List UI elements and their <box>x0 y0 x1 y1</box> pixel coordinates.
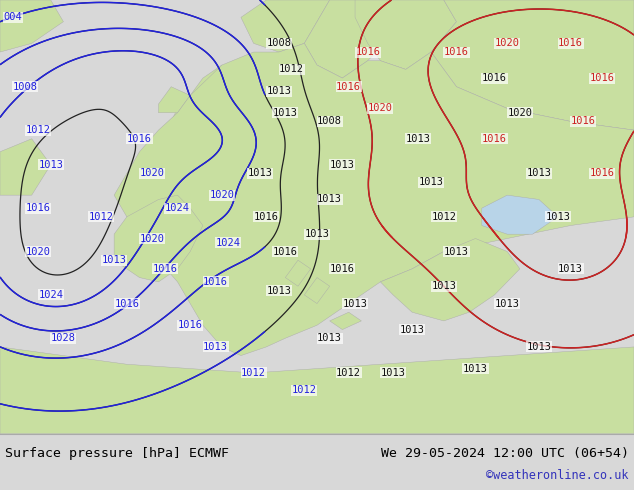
Text: 1013: 1013 <box>38 160 63 170</box>
Text: 1008: 1008 <box>317 117 342 126</box>
Text: 1016: 1016 <box>203 277 228 287</box>
Text: 1016: 1016 <box>482 134 507 144</box>
Text: 1020: 1020 <box>139 234 165 244</box>
Text: 1016: 1016 <box>590 73 615 83</box>
Text: 1020: 1020 <box>25 246 51 257</box>
Text: 1016: 1016 <box>590 169 615 178</box>
Text: 1016: 1016 <box>330 264 355 274</box>
Text: 1016: 1016 <box>482 73 507 83</box>
Text: 1013: 1013 <box>418 177 444 187</box>
Text: 1013: 1013 <box>317 333 342 343</box>
Text: 1012: 1012 <box>25 125 51 135</box>
Polygon shape <box>330 312 361 330</box>
Text: 1013: 1013 <box>545 212 571 222</box>
Polygon shape <box>171 96 209 130</box>
Text: 1012: 1012 <box>431 212 456 222</box>
Polygon shape <box>482 195 558 234</box>
Text: 1012: 1012 <box>89 212 114 222</box>
Text: 1016: 1016 <box>571 117 596 126</box>
Text: 1016: 1016 <box>25 203 51 213</box>
Text: 1008: 1008 <box>266 38 292 49</box>
Text: 1016: 1016 <box>127 134 152 144</box>
Polygon shape <box>304 0 393 78</box>
Text: 1024: 1024 <box>165 203 190 213</box>
Text: 1013: 1013 <box>266 86 292 96</box>
Polygon shape <box>190 65 241 108</box>
Text: 1013: 1013 <box>203 342 228 352</box>
Text: 1013: 1013 <box>526 342 552 352</box>
Text: 1013: 1013 <box>526 169 552 178</box>
Polygon shape <box>0 0 63 52</box>
Text: 1016: 1016 <box>152 264 178 274</box>
Text: 1016: 1016 <box>355 47 380 57</box>
Text: 1016: 1016 <box>444 47 469 57</box>
Text: 1012: 1012 <box>292 385 317 395</box>
Text: 1016: 1016 <box>178 320 203 330</box>
Text: 1013: 1013 <box>330 160 355 170</box>
Polygon shape <box>0 139 51 195</box>
Text: 1013: 1013 <box>495 298 520 309</box>
Polygon shape <box>158 87 190 113</box>
Text: ©weatheronline.co.uk: ©weatheronline.co.uk <box>486 469 629 483</box>
Text: 1013: 1013 <box>399 324 425 335</box>
Text: 1024: 1024 <box>216 238 241 248</box>
Polygon shape <box>114 44 634 356</box>
Text: 1013: 1013 <box>444 246 469 257</box>
Text: 1013: 1013 <box>431 281 456 291</box>
Text: 1012: 1012 <box>241 368 266 378</box>
Text: 1020: 1020 <box>139 169 165 178</box>
Polygon shape <box>304 277 330 304</box>
Polygon shape <box>241 0 330 52</box>
Text: 1012: 1012 <box>279 64 304 74</box>
Text: 1016: 1016 <box>558 38 583 49</box>
Text: 1016: 1016 <box>336 82 361 92</box>
Text: 004: 004 <box>3 12 22 23</box>
Polygon shape <box>355 0 456 70</box>
Polygon shape <box>0 347 634 434</box>
Polygon shape <box>285 260 311 286</box>
Text: We 29-05-2024 12:00 UTC (06+54): We 29-05-2024 12:00 UTC (06+54) <box>381 447 629 460</box>
Text: 1024: 1024 <box>38 290 63 300</box>
Text: 1016: 1016 <box>114 298 139 309</box>
Text: 1013: 1013 <box>266 286 292 295</box>
Text: 1020: 1020 <box>507 108 533 118</box>
Text: 1013: 1013 <box>304 229 330 239</box>
Text: 1020: 1020 <box>495 38 520 49</box>
Text: 1013: 1013 <box>558 264 583 274</box>
Text: 1013: 1013 <box>342 298 368 309</box>
Polygon shape <box>431 0 634 130</box>
Text: 1013: 1013 <box>380 368 406 378</box>
Text: Surface pressure [hPa] ECMWF: Surface pressure [hPa] ECMWF <box>5 447 229 460</box>
Text: 1013: 1013 <box>406 134 431 144</box>
Text: 1020: 1020 <box>368 103 393 113</box>
Text: 1020: 1020 <box>209 190 235 200</box>
Text: 1013: 1013 <box>101 255 127 265</box>
Text: 1016: 1016 <box>273 246 298 257</box>
Text: 1013: 1013 <box>463 364 488 373</box>
Polygon shape <box>114 195 203 282</box>
Polygon shape <box>380 239 520 321</box>
Text: 1016: 1016 <box>254 212 279 222</box>
Text: 1013: 1013 <box>273 108 298 118</box>
Text: 1013: 1013 <box>247 169 273 178</box>
Text: 1008: 1008 <box>13 82 38 92</box>
Text: 1013: 1013 <box>317 195 342 204</box>
Text: 1012: 1012 <box>336 368 361 378</box>
Text: 1028: 1028 <box>51 333 76 343</box>
